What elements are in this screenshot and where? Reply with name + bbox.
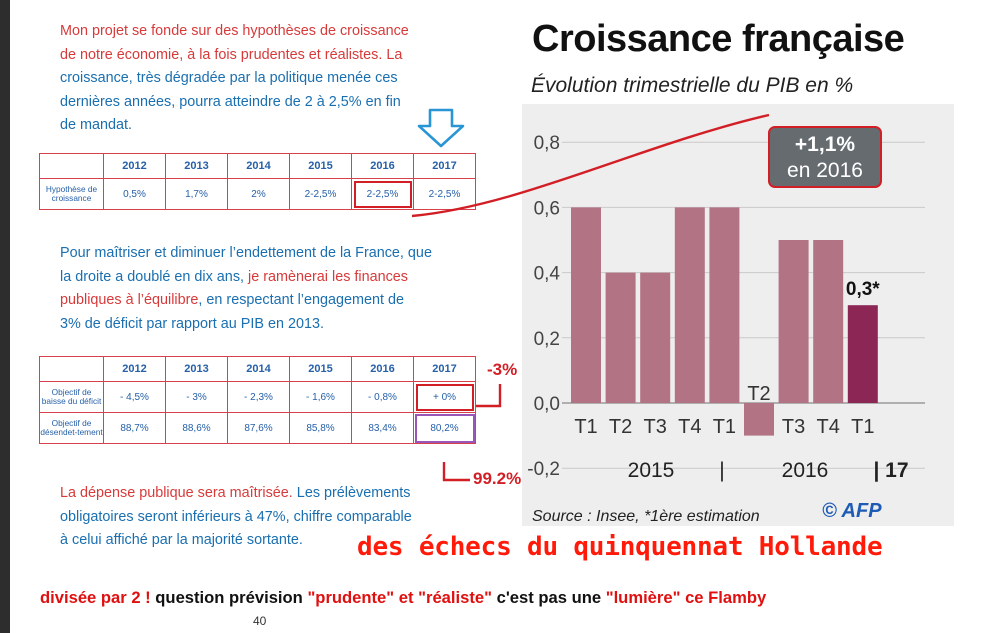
last-value-label: 0,3* [846, 279, 880, 300]
year-label: | 17 [873, 459, 908, 482]
table-row: Objectif de désendet-tement 88,7% 88,6% … [39, 412, 476, 444]
bar [571, 207, 601, 403]
para1-line-5: de mandat. [60, 117, 133, 133]
row-label: Objectif de désendet-tement [39, 412, 104, 444]
row-label: Objectif de baisse du déficit [39, 381, 104, 413]
table1-year: 2014 [227, 153, 290, 179]
para2-line-1: Pour maîtriser et diminuer l’endettement… [60, 245, 432, 261]
y-tick-labels: 0,8 0,6 0,4 0,2 0,0 -0,2 [527, 133, 560, 480]
bottom-comment: divisée par 2 ! question prévision "prud… [40, 588, 767, 607]
x-category-labels: T1 T2 T3 T4 T1 T2 T3 T4 T1 [574, 383, 874, 438]
page-number: 40 [253, 614, 267, 628]
x-category-label: T2 [609, 416, 632, 438]
x-category-label: T4 [817, 416, 840, 438]
para1-line-4: dernières années, pourra atteindre de 2 … [60, 93, 401, 110]
para3-line-3: à celui affiché par la majorité sortante… [60, 532, 303, 548]
chart-source: Source : Insee, *1ère estimation [532, 508, 760, 525]
para2-line-2: la droite a doublé en dix ans, je ramène… [60, 268, 408, 285]
table-cell: - 4,5% [103, 381, 166, 413]
table-cell: 2% [227, 178, 290, 210]
x-category-label: T2 [747, 383, 770, 405]
para1-line-3: croissance, très dégradée par la politiq… [60, 70, 398, 86]
year-label: | [719, 459, 724, 482]
chart-subtitle: Évolution trimestrielle du PIB en % [531, 74, 854, 97]
bar [674, 207, 705, 403]
x-category-label: T1 [574, 416, 597, 438]
y-tick-label: 0,6 [534, 198, 560, 219]
bars [571, 207, 878, 436]
afp-credit: © AFP [822, 500, 882, 522]
y-tick-label: 0,4 [534, 264, 561, 285]
y-tick-label: 0,0 [534, 394, 560, 415]
deficit-actual-label: -3% [487, 360, 518, 379]
table-cell: 2-2,5% [289, 178, 352, 210]
intro-paragraph: Mon projet se fonde sur des hypothèses d… [60, 20, 409, 138]
table-cell: - 0,8% [351, 381, 414, 413]
debt-actual-label: 99.2% [473, 469, 522, 488]
callout-period: en 2016 [787, 159, 863, 182]
year-label: 2016 [782, 459, 829, 482]
table-cell: 85,8% [289, 412, 352, 444]
y-tick-label: 0,2 [534, 329, 560, 350]
left-window-edge [0, 0, 10, 633]
bar [813, 240, 844, 403]
year-label: 2015 [628, 459, 675, 482]
growth-callout: +1,1% en 2016 [768, 126, 882, 188]
headline-caption: des échecs du quinquennat Hollande [357, 532, 883, 562]
bar [640, 272, 671, 403]
callout-value: +1,1% [794, 133, 856, 156]
highlighted-deficit-2017: + 0% [413, 381, 476, 413]
x-category-label: T1 [713, 416, 736, 438]
para2-line-3: publiques à l’équilibre, en respectant l… [60, 292, 405, 308]
para1-line-2: de notre économie, à la fois prudentes e… [60, 46, 403, 63]
table-row: Objectif de baisse du déficit - 4,5% - 3… [39, 381, 476, 413]
chart-title: Croissance française [532, 18, 905, 60]
bar [778, 240, 809, 403]
callout-connector [411, 113, 770, 218]
table1-header-row: 2012 2013 2014 2015 2016 2017 [39, 153, 476, 179]
bar [847, 305, 878, 403]
para1-line-1: Mon projet se fonde sur des hypothèses d… [60, 23, 409, 39]
highlighted-debt-2017: 80,2% [413, 412, 476, 444]
deficit-connector [476, 384, 502, 408]
deficit-debt-table: 2012 2013 2014 2015 2016 2017 Objectif d… [39, 356, 476, 444]
para3-line-2: obligatoires seront inférieurs à 47%, ch… [60, 508, 412, 525]
para3-line-1: La dépense publique sera maîtrisée. Les … [60, 485, 411, 501]
spending-paragraph: La dépense publique sera maîtrisée. Les … [60, 482, 412, 553]
year-labels: 2015 | 2016 | 17 [628, 459, 909, 482]
y-tick-label: -0,2 [527, 459, 560, 480]
table2-year: 2013 [165, 356, 228, 382]
para2-line-4: 3% de déficit par rapport au PIB en 2013… [60, 315, 324, 332]
x-category-label: T1 [851, 416, 874, 438]
table-row: Hypothèse de croissance 0,5% 1,7% 2% 2-2… [39, 178, 476, 210]
bar [709, 207, 740, 403]
y-tick-label: 0,8 [534, 133, 560, 154]
table-cell: 2-2,5% [413, 178, 476, 210]
x-category-label: T3 [644, 416, 667, 438]
x-category-label: T3 [782, 416, 805, 438]
debt-paragraph: Pour maîtriser et diminuer l’endettement… [60, 242, 432, 336]
table1-year: 2016 [351, 153, 414, 179]
growth-hypothesis-table: 2012 2013 2014 2015 2016 2017 Hypothèse … [39, 153, 476, 210]
highlighted-cell-2016: 2-2,5% [351, 178, 414, 210]
x-category-label: T4 [678, 416, 701, 438]
table-cell: 0,5% [103, 178, 166, 210]
table2-year: 2014 [227, 356, 290, 382]
row-label: Hypothèse de croissance [39, 178, 104, 210]
debt-connector [442, 462, 470, 482]
table1-year: 2012 [103, 153, 166, 179]
table-cell: - 3% [165, 381, 228, 413]
bar [744, 403, 774, 436]
down-arrow-icon [417, 108, 465, 148]
bar [605, 272, 636, 403]
